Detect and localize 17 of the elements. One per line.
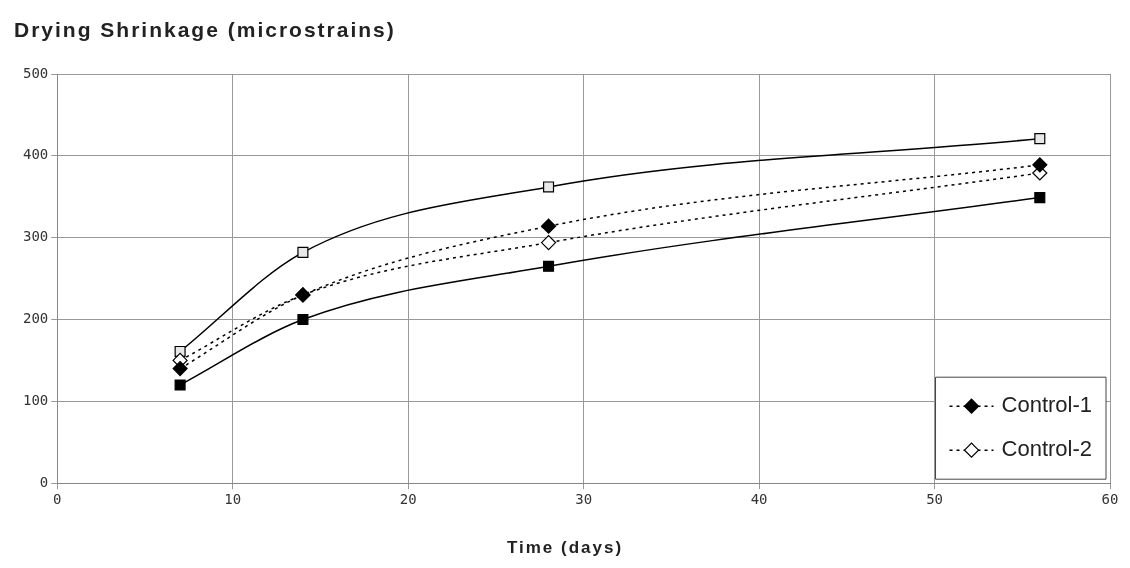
y-tick-label: 100 xyxy=(22,392,49,408)
y-tick-label: 400 xyxy=(22,146,49,163)
y-tick-label: 0 xyxy=(39,473,49,490)
chart-title: Drying Shrinkage (microstrains) xyxy=(14,18,396,42)
y-tick-label: 300 xyxy=(22,228,49,245)
legend-label: Control-2 xyxy=(1001,436,1092,462)
x-tick-label: 20 xyxy=(399,491,417,508)
x-tick-label: 10 xyxy=(224,491,242,508)
x-tick-label: 40 xyxy=(750,491,768,508)
x-tick-label: 50 xyxy=(926,491,943,508)
x-tick-label: 0 xyxy=(53,491,62,508)
x-tick-label: 30 xyxy=(575,491,593,508)
legend-label: Control-1 xyxy=(1001,392,1092,418)
y-tick-label: 500 xyxy=(22,64,49,81)
x-axis-title: Time (days) xyxy=(505,538,625,558)
x-tick-label: 60 xyxy=(1101,491,1119,508)
y-tick-label: 200 xyxy=(22,310,49,327)
